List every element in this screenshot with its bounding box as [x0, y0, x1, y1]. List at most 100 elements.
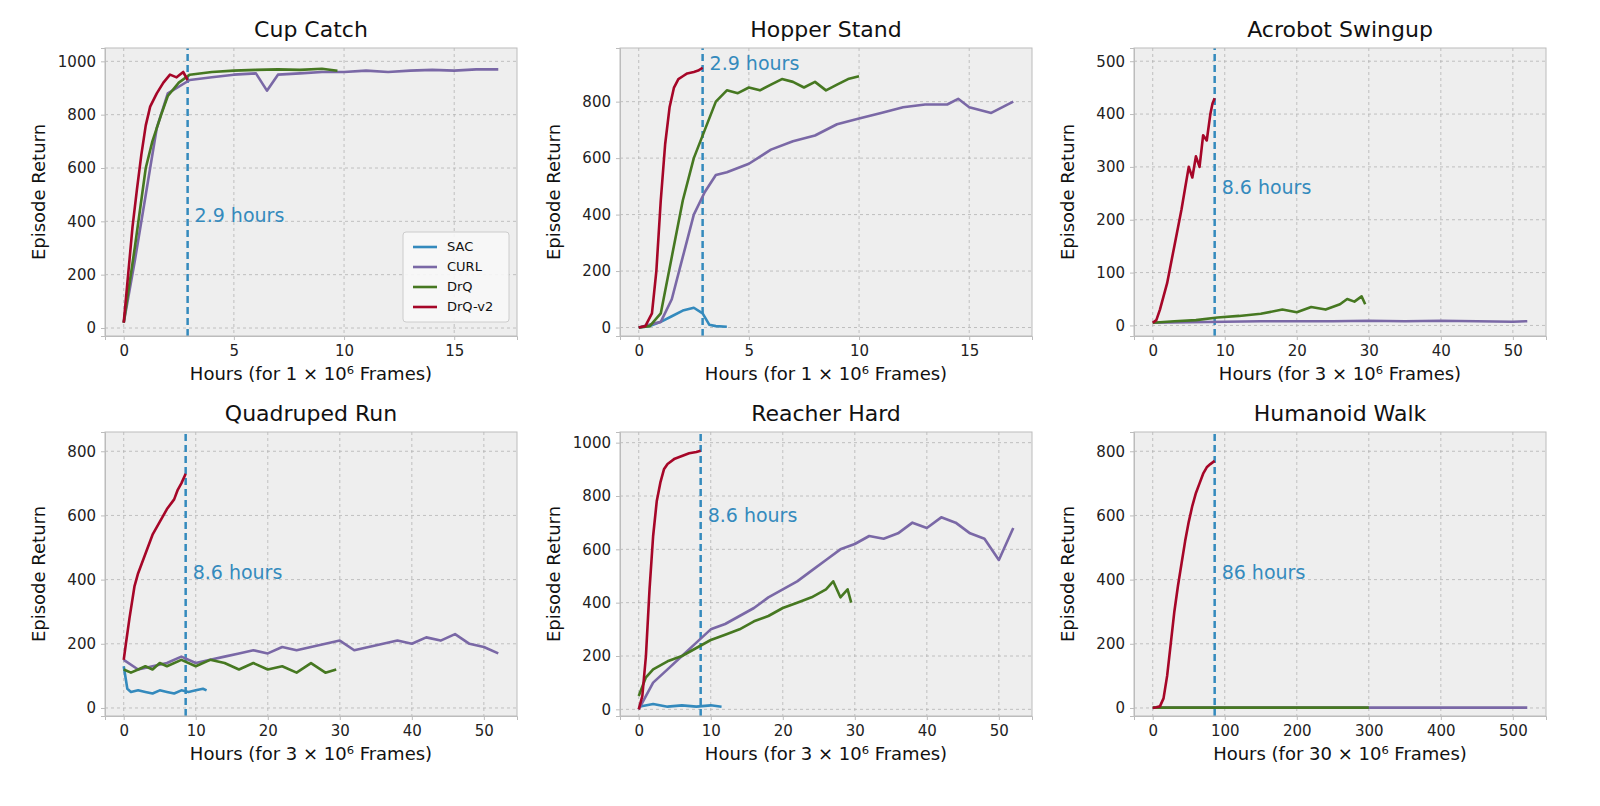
annotation-text: 8.6 hours — [708, 504, 798, 526]
y-tick: 100 — [1096, 264, 1134, 282]
y-tick-mark — [101, 275, 105, 276]
series-line — [124, 69, 338, 323]
grid-line — [620, 327, 1032, 328]
y-tick-label: 400 — [1096, 571, 1125, 589]
y-tick: 800 — [67, 106, 105, 124]
figure: 051015020040060080010002.9 hoursCup Catc… — [0, 0, 1600, 806]
x-axis: 051015 — [106, 336, 518, 360]
y-tick-mark — [1130, 644, 1134, 645]
x-tick: 10 — [187, 716, 206, 740]
grid-line — [483, 432, 484, 716]
x-tick-mark — [412, 716, 413, 720]
annotation-text: 8.6 hours — [193, 561, 283, 583]
y-tick: 200 — [582, 262, 620, 280]
chart-title: Humanoid Walk — [1254, 401, 1427, 426]
x-tick: 20 — [774, 716, 793, 740]
plot-frame — [620, 48, 1032, 336]
plot-area — [639, 432, 1014, 716]
plot-area — [124, 432, 499, 716]
y-tick-mark — [616, 158, 620, 159]
y-tick-label: 800 — [582, 487, 611, 505]
grid-line — [105, 579, 517, 580]
plot-frame — [105, 48, 517, 336]
grid-line — [620, 271, 1032, 272]
x-tick: 50 — [1504, 336, 1523, 360]
x-tick-label: 400 — [1427, 722, 1456, 740]
y-tick-label: 500 — [1096, 53, 1125, 71]
y-tick: 0 — [1115, 699, 1134, 717]
grid-line — [105, 707, 517, 708]
x-tick: 100 — [1211, 716, 1240, 740]
y-tick-mark — [1130, 273, 1134, 274]
y-tick-mark — [101, 580, 105, 581]
series-line — [1153, 98, 1215, 323]
grid-line — [1134, 515, 1546, 516]
plot-frame — [620, 432, 1032, 716]
series-line — [1153, 296, 1365, 322]
y-tick: 200 — [1096, 211, 1134, 229]
grid-line — [105, 328, 517, 329]
x-tick-label: 20 — [259, 722, 278, 740]
grid-line — [411, 432, 412, 716]
y-tick-mark — [101, 451, 105, 452]
x-tick: 300 — [1355, 716, 1384, 740]
x-tick: 15 — [960, 336, 979, 360]
x-tick-label: 40 — [918, 722, 937, 740]
grid-line — [620, 602, 1032, 603]
x-tick-mark — [234, 336, 235, 340]
y-axis: 0200400600800 — [1096, 433, 1134, 718]
y-tick-label: 800 — [582, 93, 611, 111]
y-tick-mark — [616, 271, 620, 272]
y-tick-label: 400 — [67, 571, 96, 589]
y-tick-mark — [1130, 167, 1134, 168]
x-tick: 10 — [850, 336, 869, 360]
grid — [1134, 48, 1546, 336]
x-tick: 0 — [1148, 336, 1158, 360]
x-tick-mark — [783, 716, 784, 720]
grid — [105, 48, 517, 336]
y-tick-mark — [1130, 61, 1134, 62]
x-tick-mark — [1297, 716, 1298, 720]
grid-line — [105, 114, 517, 115]
grid-line — [782, 432, 783, 716]
x-tick-mark — [1153, 716, 1154, 720]
y-tick-mark — [616, 549, 620, 550]
y-axis-title: Episode Return — [1057, 124, 1078, 260]
legend-swatch — [413, 246, 437, 249]
series-line — [124, 72, 188, 323]
x-tick: 0 — [634, 336, 644, 360]
grid-line — [1134, 325, 1546, 326]
y-tick-label: 200 — [582, 647, 611, 665]
x-axis-line — [1135, 717, 1547, 721]
x-tick-mark — [855, 716, 856, 720]
chart-title: Quadruped Run — [225, 401, 397, 426]
x-tick-mark — [969, 336, 970, 340]
x-tick: 15 — [445, 336, 464, 360]
x-tick: 40 — [403, 716, 422, 740]
x-tick-label: 10 — [1216, 342, 1235, 360]
y-tick: 600 — [67, 159, 105, 177]
x-tick-label: 100 — [1211, 722, 1240, 740]
y-tick-mark — [101, 221, 105, 222]
x-tick-mark — [927, 716, 928, 720]
y-tick: 200 — [67, 635, 105, 653]
legend-swatch — [413, 286, 437, 289]
x-tick: 5 — [230, 336, 240, 360]
y-tick-label: 600 — [1096, 507, 1125, 525]
annotation-line — [699, 432, 702, 716]
x-tick-mark — [711, 716, 712, 720]
grid-line — [1152, 432, 1153, 716]
series-line — [639, 451, 701, 710]
y-tick: 200 — [582, 647, 620, 665]
grid-line — [620, 709, 1032, 710]
plot-area — [639, 48, 1014, 336]
legend-swatch — [413, 266, 437, 269]
y-tick-label: 300 — [1096, 158, 1125, 176]
x-tick-label: 50 — [990, 722, 1009, 740]
x-tick-mark — [124, 336, 125, 340]
y-tick: 400 — [1096, 571, 1134, 589]
y-tick-label: 0 — [86, 319, 96, 337]
y-tick-mark — [1130, 325, 1134, 326]
y-tick: 0 — [86, 699, 105, 717]
x-tick-mark — [344, 336, 345, 340]
